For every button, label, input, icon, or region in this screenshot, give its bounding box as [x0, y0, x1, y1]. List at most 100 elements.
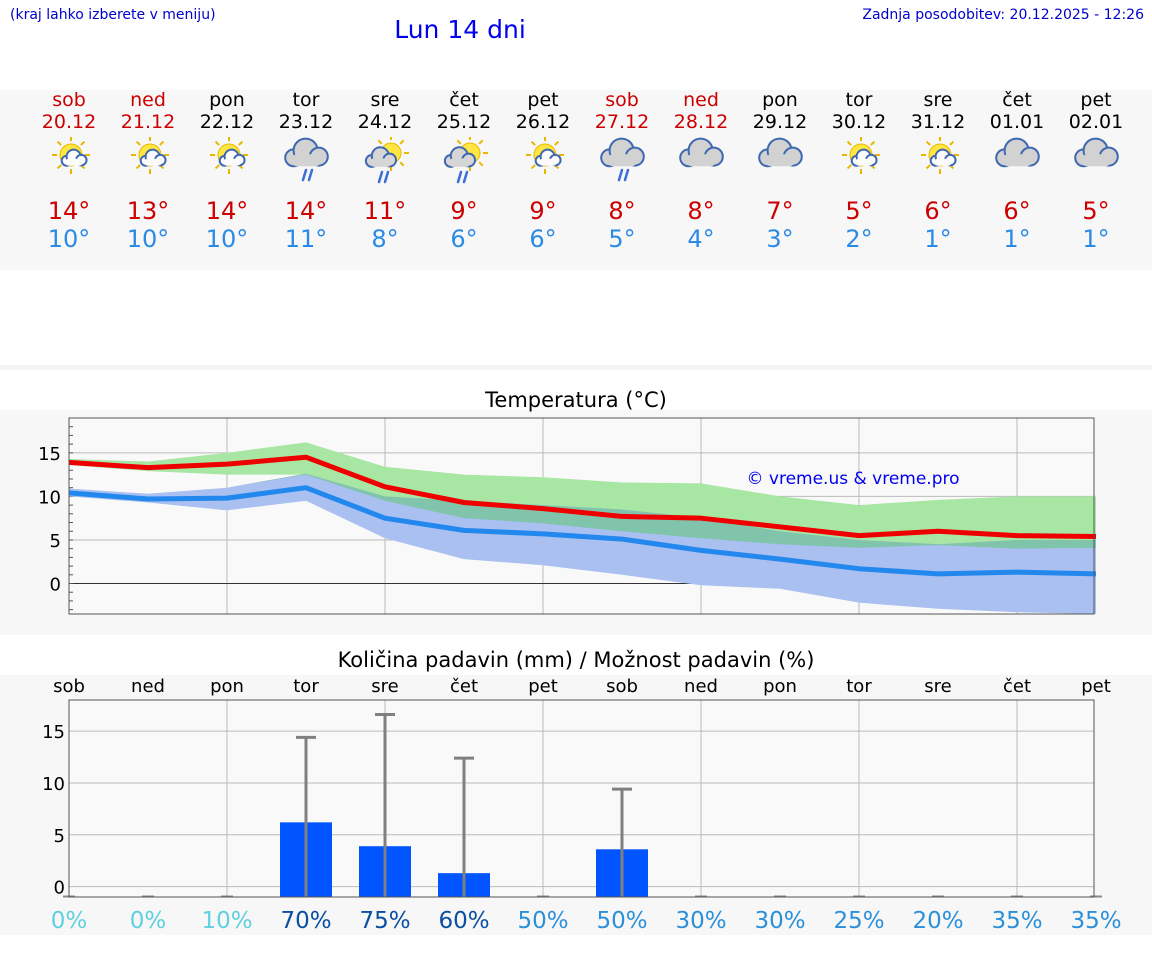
day-column: čet 01.01 6° 1° — [977, 89, 1057, 254]
temp-max: 14° — [47, 197, 91, 225]
day-column: tor 30.12 5° 2° — [819, 89, 899, 254]
sun-cloud-icon — [108, 133, 188, 197]
precip-probability: 0% — [130, 908, 167, 934]
day-column: sre 24.12 11° 8° — [345, 89, 425, 254]
temp-min: 5° — [608, 225, 636, 253]
day-date: 02.01 — [1068, 111, 1124, 133]
day-name: sre — [923, 89, 953, 111]
temp-min: 4° — [687, 225, 715, 253]
temperature-chart-title: Temperatura (°C) — [485, 388, 667, 412]
precip-probability: 10% — [201, 908, 252, 934]
day-column: tor 23.12 14° 11° — [266, 89, 346, 254]
precip-probability: 35% — [1070, 908, 1121, 934]
day-column: sre 31.12 6° 1° — [898, 89, 978, 254]
x-category-label: čet — [1003, 676, 1031, 697]
precip-probability: 30% — [754, 908, 805, 934]
temp-min: 3° — [766, 225, 794, 253]
location-hint: (kraj lahko izberete v meniju) — [10, 7, 216, 23]
temp-max: 14° — [205, 197, 249, 225]
precip-probability: 70% — [280, 908, 331, 934]
temp-min: 10° — [205, 225, 249, 253]
temp-min: 10° — [47, 225, 91, 253]
y-tick-label: 10 — [38, 487, 61, 508]
precip-probability: 0% — [51, 908, 88, 934]
day-name: pet — [527, 89, 559, 111]
precip-probability: 30% — [675, 908, 726, 934]
day-name: pon — [209, 89, 245, 111]
x-category-label: pon — [210, 676, 244, 697]
temp-min: 1° — [1003, 225, 1031, 253]
x-category-label: ned — [684, 676, 718, 697]
temp-max: 5° — [845, 197, 873, 225]
day-name: pon — [762, 89, 798, 111]
x-category-label: tor — [293, 676, 319, 697]
cloud-rain-icon — [582, 133, 662, 197]
sun-cloud-icon — [187, 133, 267, 197]
temp-min: 10° — [126, 225, 170, 253]
x-category-label: sre — [924, 676, 951, 697]
day-name: ned — [130, 89, 166, 111]
x-category-label: pet — [528, 676, 558, 697]
sun-cloud-icon — [898, 133, 978, 197]
day-name: sre — [370, 89, 400, 111]
day-date: 21.12 — [120, 111, 176, 133]
x-category-label: tor — [846, 676, 872, 697]
section-divider — [0, 365, 1152, 370]
precipitation-chart-title: Količina padavin (mm) / Možnost padavin … — [337, 648, 815, 672]
precip-probability: 20% — [912, 908, 963, 934]
temp-max: 5° — [1082, 197, 1110, 225]
sun-cloud-rain-icon — [424, 133, 504, 197]
day-date: 23.12 — [278, 111, 334, 133]
y-tick-label: 5 — [50, 531, 61, 552]
temp-min: 8° — [371, 225, 399, 253]
y-tick-label: 5 — [54, 826, 65, 847]
cloud-icon — [661, 133, 741, 197]
day-date: 29.12 — [752, 111, 808, 133]
day-name: čet — [1002, 89, 1032, 111]
temp-min: 1° — [924, 225, 952, 253]
temp-min: 6° — [529, 225, 557, 253]
series-line-max — [68, 454, 1097, 539]
day-name: tor — [292, 89, 320, 111]
day-date: 22.12 — [199, 111, 255, 133]
day-date: 01.01 — [989, 111, 1045, 133]
temp-max: 6° — [1003, 197, 1031, 225]
page-title: Lun 14 dni — [394, 15, 526, 44]
day-column: pet 02.01 5° 1° — [1056, 90, 1136, 254]
precip-probability: 50% — [517, 908, 568, 934]
day-date: 20.12 — [41, 111, 97, 133]
temp-max: 13° — [126, 197, 170, 225]
temperature-chart: 0 5 10 15 © vreme.us & vreme.pro — [38, 417, 1097, 615]
cloud-icon — [1056, 133, 1136, 197]
x-category-label: pon — [763, 676, 797, 697]
day-name: tor — [845, 89, 873, 111]
daily-forecast-strip: sob 20.12 14° 10° ned 21.12 13° 10° pon 22.12 14° 1… — [0, 90, 1152, 270]
day-date: 24.12 — [357, 111, 413, 133]
day-date: 27.12 — [594, 111, 650, 133]
y-tick-label: 15 — [38, 444, 61, 465]
watermark: © vreme.us & vreme.pro — [746, 469, 959, 489]
y-tick-label: 0 — [54, 878, 65, 899]
x-category-label: ned — [131, 676, 165, 697]
precip-probability: 35% — [991, 908, 1042, 934]
last-updated: Zadnja posodobitev: 20.12.2025 - 12:26 — [862, 7, 1144, 23]
day-date: 31.12 — [910, 111, 966, 133]
temp-max: 8° — [687, 197, 715, 225]
day-column: ned 21.12 13° 10° — [108, 89, 188, 254]
day-date: 28.12 — [673, 111, 729, 133]
day-column: pon 29.12 7° 3° — [740, 89, 820, 254]
cloud-icon — [740, 133, 820, 197]
precip-probability: 60% — [438, 908, 489, 934]
y-tick-label: 15 — [42, 722, 65, 743]
precip-probability: 75% — [359, 908, 410, 934]
temp-max: 8° — [608, 197, 636, 225]
day-column: ned 28.12 8° 4° — [661, 90, 741, 254]
day-column: sob 20.12 14° 10° — [29, 90, 109, 254]
plot-frame — [68, 699, 1095, 898]
precip-probability: 50% — [596, 908, 647, 934]
temp-min: 6° — [450, 225, 478, 253]
day-name: čet — [449, 89, 479, 111]
temp-max: 14° — [284, 197, 328, 225]
min-range-band — [69, 473, 1096, 614]
cloud-rain-icon — [266, 133, 346, 197]
